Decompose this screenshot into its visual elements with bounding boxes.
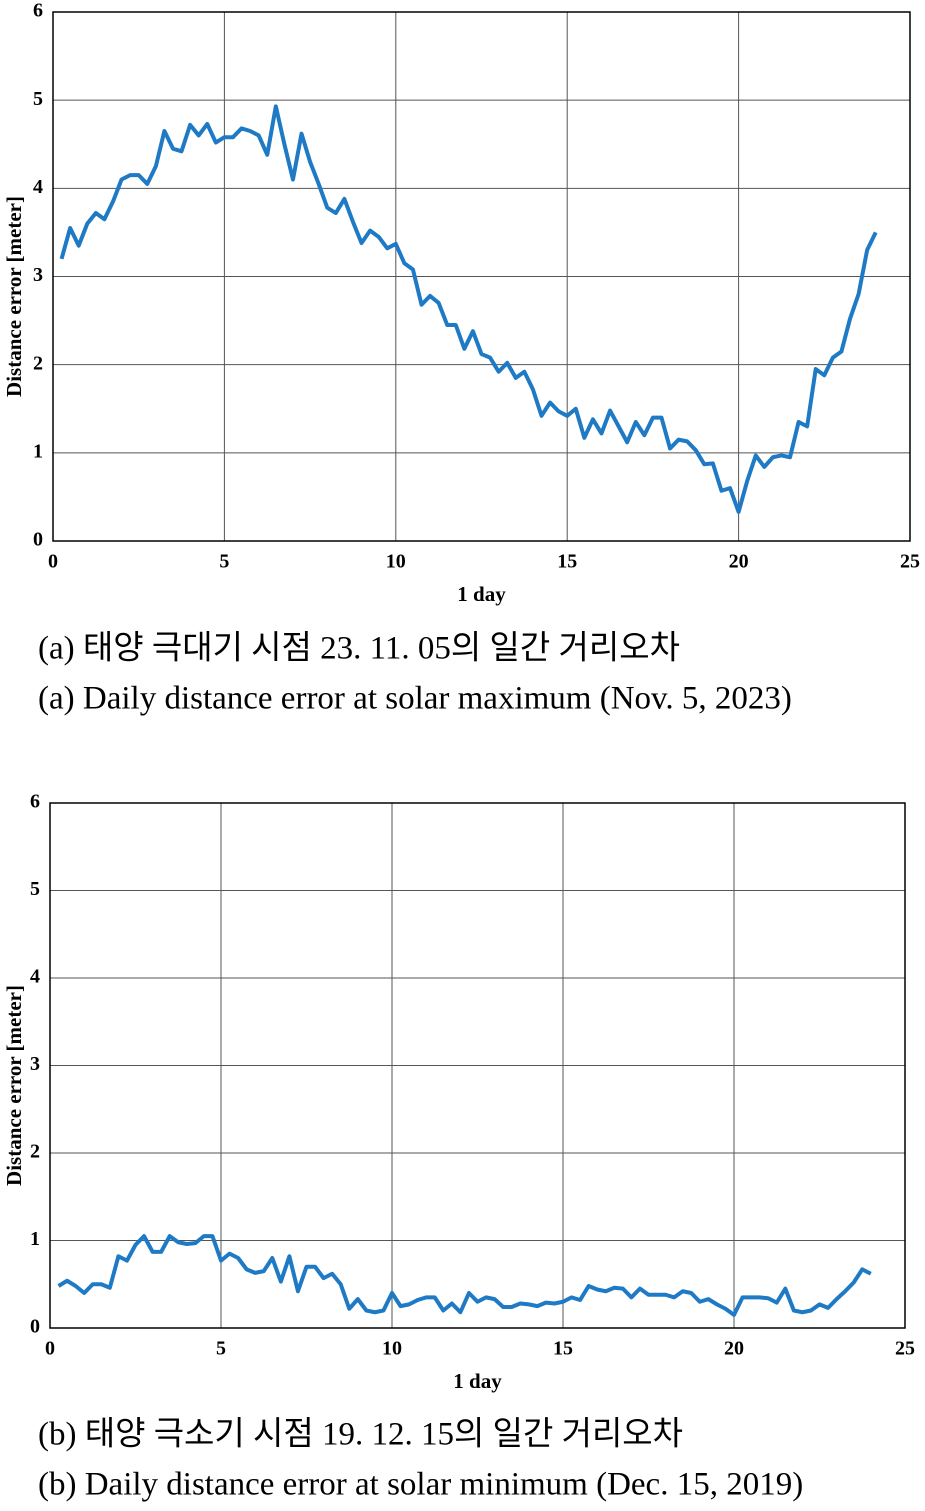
data-line bbox=[59, 104, 878, 514]
y-tick-label: 1 bbox=[33, 440, 43, 462]
y-tick-label: 4 bbox=[30, 966, 40, 988]
y-tick-label: 2 bbox=[30, 1141, 40, 1163]
x-axis-label: 1 day bbox=[453, 1369, 502, 1393]
x-tick-label: 20 bbox=[724, 1338, 744, 1360]
y-tick-label: 5 bbox=[30, 878, 40, 900]
y-tick-label: 5 bbox=[33, 88, 43, 110]
y-tick-label: 0 bbox=[33, 529, 43, 551]
y-tick-label: 3 bbox=[33, 264, 43, 286]
caption-korean: (b) 태양 극소기 시점 19. 12. 15의 일간 거리오차 bbox=[38, 1417, 683, 1453]
x-tick-label: 0 bbox=[45, 1338, 55, 1360]
x-tick-label: 15 bbox=[557, 551, 577, 573]
x-tick-label: 15 bbox=[553, 1338, 573, 1360]
caption-korean: (a) 태양 극대기 시점 23. 11. 05의 일간 거리오차 bbox=[38, 631, 680, 667]
x-tick-label: 5 bbox=[219, 551, 229, 573]
plot-frame bbox=[52, 11, 911, 542]
x-axis-label: 1 day bbox=[457, 582, 506, 606]
x-tick-label: 0 bbox=[48, 551, 58, 573]
y-tick-label: 4 bbox=[33, 176, 43, 198]
y-axis-label: Distance error [meter] bbox=[2, 196, 26, 397]
y-tick-label: 0 bbox=[30, 1316, 40, 1338]
plot-frame bbox=[49, 802, 906, 1329]
y-tick-label: 1 bbox=[30, 1228, 40, 1250]
x-tick-label: 25 bbox=[900, 551, 920, 573]
y-tick-label: 2 bbox=[33, 352, 43, 374]
x-tick-label: 10 bbox=[386, 551, 406, 573]
x-tick-label: 10 bbox=[382, 1338, 402, 1360]
y-axis-label: Distance error [meter] bbox=[2, 985, 26, 1186]
caption-english: (a) Daily distance error at solar maximu… bbox=[38, 681, 792, 717]
x-tick-label: 25 bbox=[895, 1338, 915, 1360]
y-tick-label: 6 bbox=[30, 791, 40, 813]
x-tick-label: 20 bbox=[729, 551, 749, 573]
y-tick-label: 3 bbox=[30, 1053, 40, 1075]
caption-english: (b) Daily distance error at solar minimu… bbox=[38, 1467, 803, 1503]
y-tick-label: 6 bbox=[33, 0, 43, 22]
x-tick-label: 5 bbox=[216, 1338, 226, 1360]
data-line bbox=[57, 1234, 872, 1317]
